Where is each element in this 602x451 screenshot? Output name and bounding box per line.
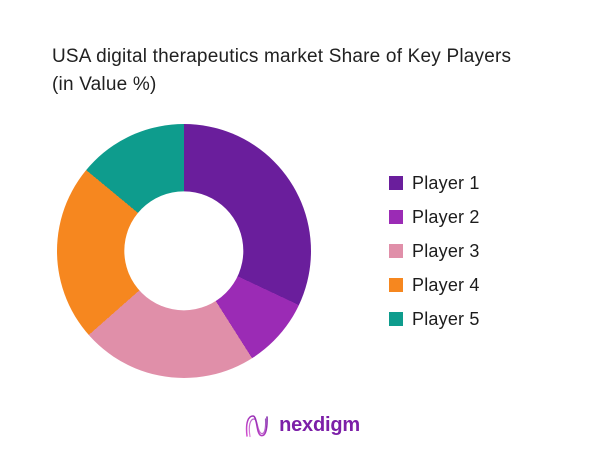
chart-title-line-2: (in Value %)	[52, 74, 157, 95]
legend-swatch-player-2	[389, 210, 403, 224]
chart-title: USA digital therapeutics market Share of…	[52, 43, 592, 99]
chart-title-line-1: USA digital therapeutics market Share of…	[52, 46, 512, 67]
legend-swatch-player-5	[389, 312, 403, 326]
legend-swatch-player-4	[389, 278, 403, 292]
legend-item-player-4: Player 4	[389, 268, 480, 302]
legend-label-player-1: Player 1	[412, 172, 480, 193]
legend-swatch-player-3	[389, 244, 403, 258]
donut-chart	[57, 124, 311, 378]
legend-swatch-player-1	[389, 176, 403, 190]
legend-label-player-3: Player 3	[412, 240, 480, 261]
donut-hole	[124, 191, 244, 311]
nexdigm-wave-n-icon	[245, 415, 268, 438]
legend-item-player-2: Player 2	[389, 200, 480, 234]
legend-item-player-1: Player 1	[389, 166, 480, 200]
legend-item-player-5: Player 5	[389, 302, 480, 336]
legend-label-player-4: Player 4	[412, 274, 480, 295]
legend-label-player-5: Player 5	[412, 308, 480, 329]
legend-label-player-2: Player 2	[412, 206, 480, 227]
chart-legend: Player 1 Player 2 Player 3 Player 4 Play…	[389, 166, 480, 336]
brand-logo: nexdigm	[0, 410, 602, 440]
legend-item-player-3: Player 3	[389, 234, 480, 268]
brand-wordmark: nexdigm	[279, 413, 360, 436]
